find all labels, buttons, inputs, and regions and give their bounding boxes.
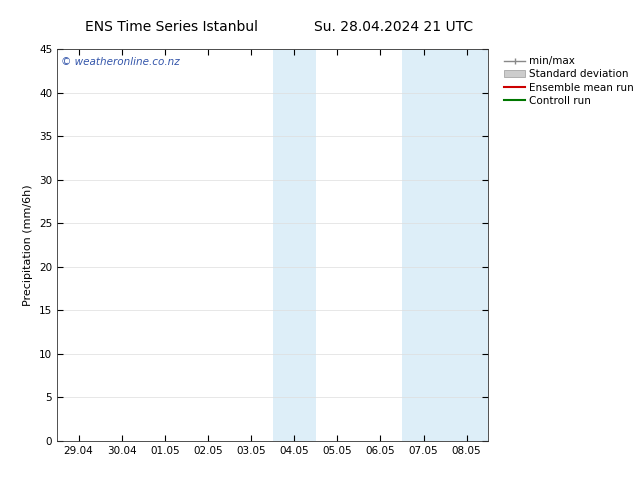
Text: Su. 28.04.2024 21 UTC: Su. 28.04.2024 21 UTC (314, 20, 472, 34)
Text: © weatheronline.co.nz: © weatheronline.co.nz (61, 57, 180, 67)
Bar (402, 49, 488, 441)
Legend: min/max, Standard deviation, Ensemble mean run, Controll run: min/max, Standard deviation, Ensemble me… (502, 54, 634, 108)
Bar (273, 49, 316, 441)
Y-axis label: Precipitation (mm/6h): Precipitation (mm/6h) (23, 184, 34, 306)
Text: ENS Time Series Istanbul: ENS Time Series Istanbul (85, 20, 257, 34)
